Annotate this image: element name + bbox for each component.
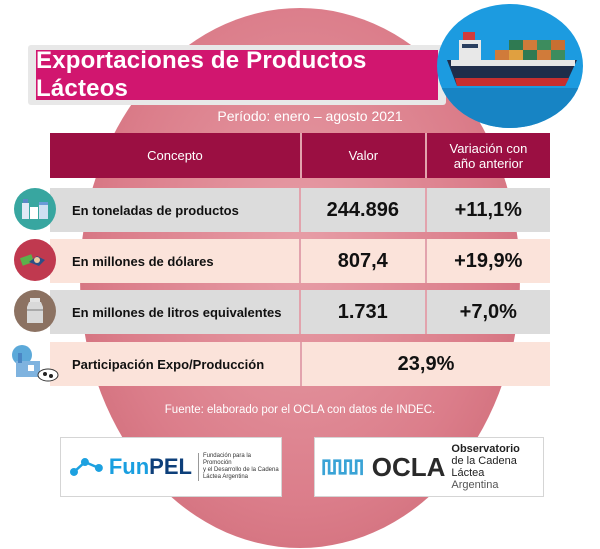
row-value: 807,4 — [301, 239, 427, 283]
page-title: Exportaciones de Productos Lácteos — [36, 47, 438, 102]
dairy-products-icon — [14, 188, 56, 230]
row-variation: +7,0% — [426, 290, 551, 334]
funpel-line2: y el Desarrollo de la Cadena — [202, 467, 279, 473]
row-variation: +19,9% — [426, 239, 551, 283]
participation-row: Participación Expo/Producción 23,9% — [50, 342, 550, 386]
table-row: En toneladas de productos 244.896 +11,1% — [50, 188, 551, 232]
header-concept: Concepto — [50, 133, 302, 178]
table-header: Concepto Valor Variación con año anterio… — [50, 133, 550, 178]
ocla-line2: de la Cadena Láctea — [451, 455, 517, 479]
funpel-logo: FunPEL Fundación para la Promoción y el … — [60, 437, 282, 497]
ocla-wave-icon — [322, 459, 363, 476]
row-value: 244.896 — [301, 188, 427, 232]
participation-value: 23,9% — [302, 342, 550, 386]
participation-label: Participación Expo/Producción — [50, 342, 302, 386]
source-note: Fuente: elaborado por el OCLA con datos … — [164, 404, 436, 416]
cargo-ship-icon — [437, 4, 583, 128]
funpel-network-icon — [69, 458, 103, 476]
ocla-name: OCLA — [371, 451, 446, 482]
row-label: En toneladas de productos — [50, 188, 302, 232]
money-handshake-icon — [14, 239, 56, 281]
header-variation: Variación con año anterior — [426, 133, 550, 178]
funpel-name-b: PEL — [149, 454, 192, 479]
funpel-line3: Láctea Argentina — [202, 474, 249, 480]
ocla-line1: Observatorio — [451, 443, 520, 455]
row-variation: +11,1% — [426, 188, 551, 232]
table-row: En millones de litros equivalentes 1.731… — [50, 290, 551, 334]
ocla-logo: OCLA Observatorio de la Cadena Láctea Ar… — [314, 437, 544, 497]
row-label: En millones de litros equivalentes — [50, 290, 302, 334]
row-value: 1.731 — [301, 290, 427, 334]
funpel-line1: Fundación para la Promoción — [202, 453, 252, 466]
exports-table: Concepto Valor Variación con año anterio… — [50, 133, 550, 178]
milk-can-icon — [14, 290, 56, 332]
row-label: En millones de dólares — [50, 239, 302, 283]
funpel-name-a: Fun — [108, 454, 150, 479]
period-label: Período: enero – agosto 2021 — [217, 108, 403, 124]
ocla-line3: Argentina — [451, 479, 499, 491]
dairy-factory-icon — [8, 341, 60, 387]
table-row: En millones de dólares 807,4 +19,9% — [50, 239, 551, 283]
header-value: Valor — [301, 133, 427, 178]
